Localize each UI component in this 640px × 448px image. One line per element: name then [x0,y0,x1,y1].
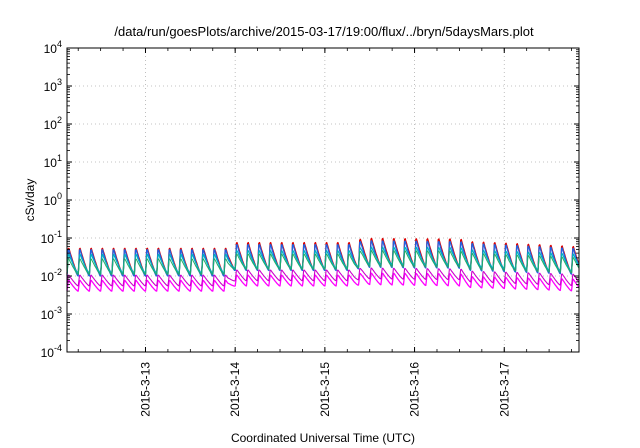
grid [67,48,579,352]
y-axis-label: cSv/day [23,179,37,222]
x-tick-label: 2015-3-15 [318,362,332,417]
series-line-1 [66,272,580,292]
x-axis-label: Coordinated Universal Time (UTC) [231,431,415,445]
series-line-2 [66,267,580,287]
plot-area [66,237,580,292]
x-axis: 2015-3-13 2015-3-14 2015-3-15 2015-3-16 2015… [77,48,572,417]
x-tick-label: 2015-3-13 [138,362,152,417]
x-tick-label: 2015-3-16 [408,362,422,417]
chart-title: /data/run/goesPlots/archive/2015-03-17/1… [114,24,534,39]
x-tick-label: 2015-3-17 [497,362,511,417]
x-tick-label: 2015-3-14 [228,362,242,417]
series-line-6 [66,250,580,275]
